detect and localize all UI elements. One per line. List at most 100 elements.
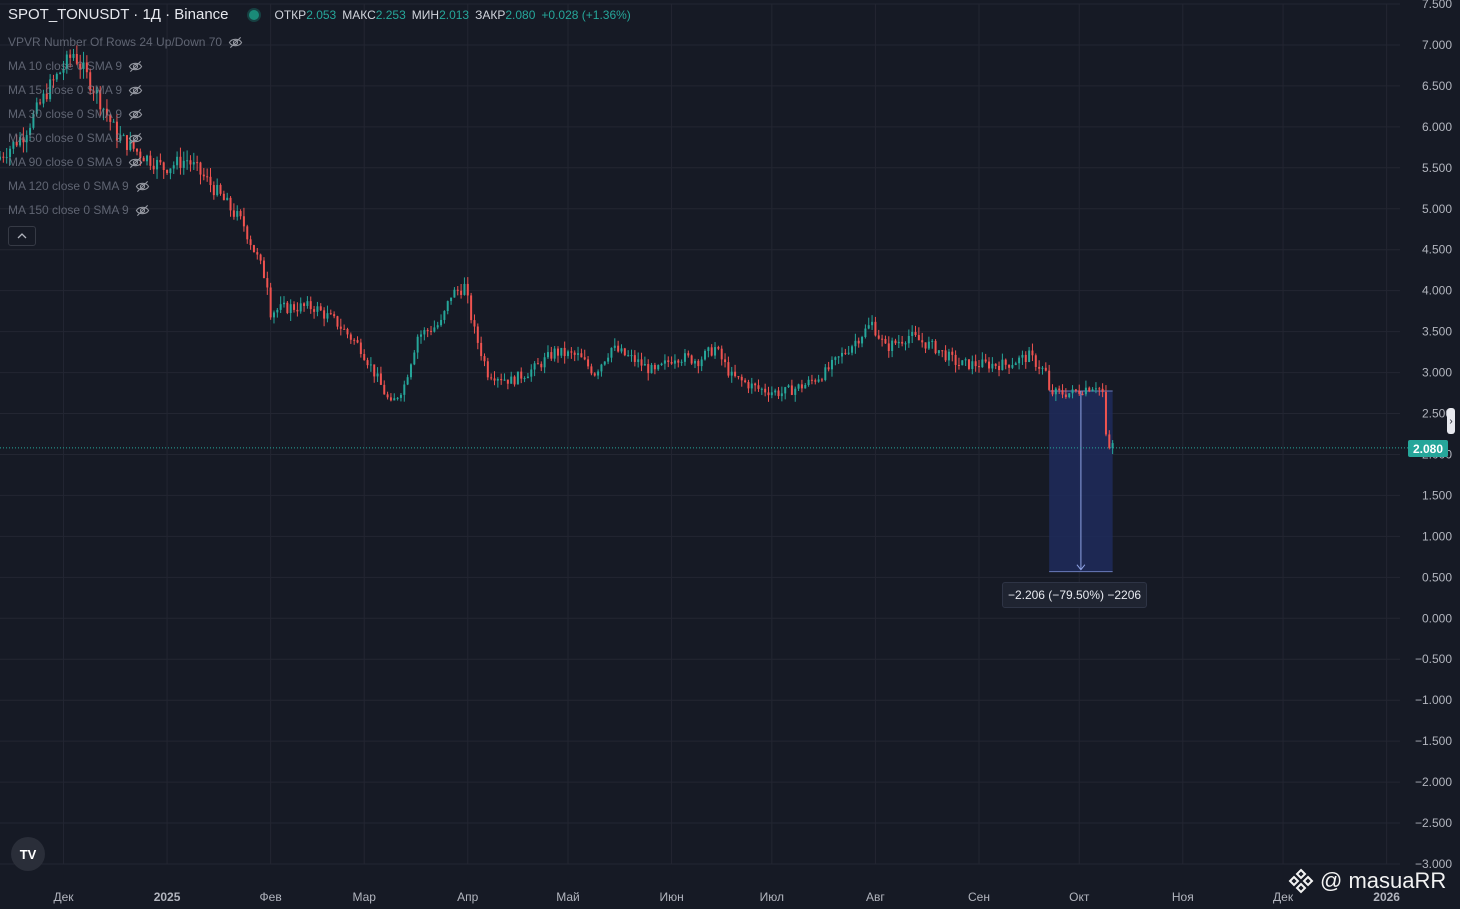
candle-body — [19, 137, 22, 146]
candle-body — [847, 352, 850, 354]
candle-body — [787, 385, 790, 388]
candle-body — [252, 245, 255, 253]
candle-body — [1074, 389, 1077, 391]
indicator-row[interactable]: MA 90 close 0 SMA 9 — [8, 150, 631, 174]
eye-off-icon[interactable] — [228, 35, 243, 50]
candle-body — [556, 348, 559, 356]
candle-body — [583, 357, 586, 360]
candle-body — [242, 216, 245, 227]
candle-body — [189, 160, 192, 165]
indicator-row[interactable]: MA 50 close 0 SMA 9 — [8, 126, 631, 150]
candle-body — [891, 340, 894, 352]
candle-body — [984, 359, 987, 362]
time-tick-label: Окт — [1069, 890, 1090, 904]
candle-body — [907, 335, 910, 344]
price-tick-label: −2.500 — [1415, 816, 1452, 830]
candle-body — [209, 176, 212, 186]
candle-body — [603, 361, 606, 365]
candle-body — [105, 108, 108, 116]
candle-body — [289, 304, 292, 314]
candle-body — [329, 313, 332, 315]
eye-off-icon[interactable] — [128, 155, 143, 170]
indicator-row[interactable]: MA 15 close 0 SMA 9 — [8, 78, 631, 102]
candle-body — [339, 326, 342, 329]
candle-body — [954, 354, 957, 365]
symbol-title[interactable]: SPOT_TONUSDT · 1Д · Binance — [8, 6, 229, 23]
indicator-row[interactable]: MA 120 close 0 SMA 9 — [8, 174, 631, 198]
candle-body — [5, 157, 8, 159]
candle-body — [476, 326, 479, 343]
candle-body — [714, 347, 717, 356]
candle-body — [774, 390, 777, 393]
candle-body — [373, 364, 376, 377]
candle-body — [587, 359, 590, 367]
candle-body — [1048, 370, 1051, 390]
candle-body — [573, 352, 576, 355]
candle-body — [680, 361, 683, 363]
candle-body — [259, 254, 262, 261]
candle-body — [42, 93, 45, 104]
candle-body — [887, 343, 890, 352]
candle-body — [172, 165, 175, 169]
indicator-label: MA 50 close 0 SMA 9 — [8, 131, 123, 145]
change-value: +0.028 (+1.36%) — [541, 8, 631, 22]
candle-body — [433, 327, 436, 332]
candle-body — [272, 312, 275, 318]
price-tick-label: 5.500 — [1422, 161, 1452, 175]
candle-body — [750, 383, 753, 389]
time-axis[interactable]: Дек 2025 Фев Мар Апр Май Июн Июл Авг Сен Окт Ноя Дек… — [53, 890, 1400, 904]
candle-body — [296, 309, 299, 312]
candle-body — [396, 397, 399, 399]
measure-tool[interactable] — [1049, 390, 1113, 573]
eye-off-icon[interactable] — [128, 59, 143, 74]
indicator-row[interactable]: MA 30 close 0 SMA 9 — [8, 102, 631, 126]
candle-body — [924, 342, 927, 349]
eye-off-icon[interactable] — [135, 203, 150, 218]
candle-body — [687, 353, 690, 356]
eye-off-icon[interactable] — [128, 83, 143, 98]
tradingview-logo[interactable]: TV — [11, 837, 45, 871]
candle-body — [440, 319, 443, 326]
price-axis[interactable]: 7.500 7.000 6.500 6.000 5.500 5.000 4.500 4.000… — [1415, 0, 1452, 871]
candle-body — [413, 352, 416, 365]
candle-body — [570, 351, 573, 353]
candle-body — [757, 385, 760, 389]
price-tick-label: −3.000 — [1415, 857, 1452, 871]
scroll-right-handle[interactable]: › — [1447, 408, 1455, 434]
indicator-row[interactable]: MA 10 close 0 SMA 9 — [8, 54, 631, 78]
measure-label: −2.206 (−79.50%) −2206 — [1002, 582, 1147, 608]
candle-body — [256, 252, 259, 255]
eye-off-icon[interactable] — [128, 107, 143, 122]
candle-body — [744, 380, 747, 383]
candle-body — [951, 351, 954, 355]
indicator-label: MA 15 close 0 SMA 9 — [8, 83, 123, 97]
collapse-legend-button[interactable] — [8, 226, 36, 246]
chart-legend: SPOT_TONUSDT · 1Д · Binance ОТКР2.053 МА… — [8, 6, 631, 246]
time-tick-label: Июл — [760, 890, 784, 904]
price-tick-label: 0.500 — [1422, 570, 1452, 584]
candle-body — [346, 329, 349, 335]
candle-body — [450, 297, 453, 302]
candle-body — [690, 355, 693, 364]
candle-body — [904, 343, 907, 345]
indicator-row[interactable]: MA 150 close 0 SMA 9 — [8, 198, 631, 222]
candle-body — [533, 363, 536, 370]
candle-body — [1034, 355, 1037, 367]
candle-body — [620, 348, 623, 352]
eye-off-icon[interactable] — [135, 179, 150, 194]
candle-body — [520, 371, 523, 379]
candle-body — [964, 359, 967, 361]
candle-body — [69, 54, 72, 58]
indicator-row[interactable]: VPVR Number Of Rows 24 Up/Down 70 — [8, 30, 631, 54]
price-tick-label: 5.000 — [1422, 202, 1452, 216]
candle-body — [2, 156, 5, 158]
candle-body — [403, 384, 406, 395]
candle-body — [643, 364, 646, 366]
eye-off-icon[interactable] — [128, 131, 143, 146]
candle-body — [941, 350, 944, 352]
candle-body — [994, 363, 997, 366]
candle-body — [814, 380, 817, 382]
candle-body — [764, 388, 767, 393]
price-tick-label: 2.500 — [1422, 407, 1452, 421]
